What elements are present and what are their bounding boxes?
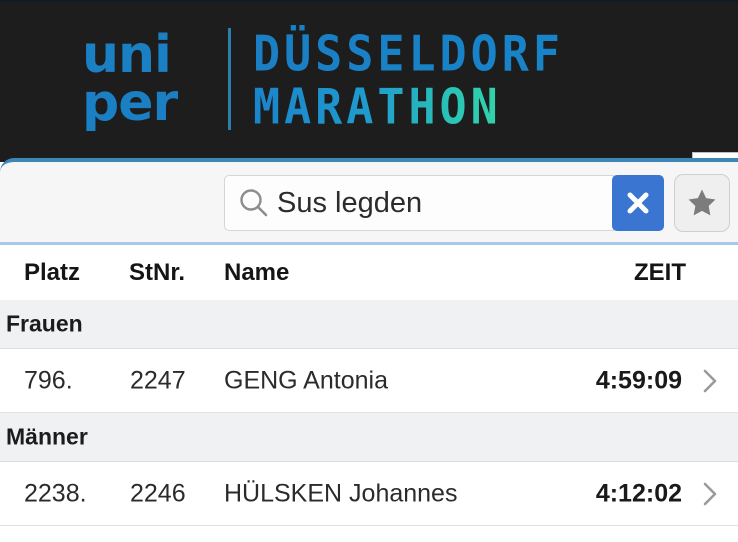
column-header-name[interactable]: Name — [224, 258, 290, 286]
table-row[interactable]: 796. 2247 GENG Antonia 4:59:09 — [0, 349, 738, 413]
column-header-zeit[interactable]: ZEIT — [634, 258, 686, 286]
search-row: Sus legden — [224, 174, 730, 232]
cell-zeit: 4:12:02 — [595, 479, 682, 507]
cell-stnr: 2246 — [130, 479, 186, 507]
search-input-value[interactable]: Sus legden — [277, 186, 423, 219]
cell-stnr: 2247 — [130, 366, 186, 394]
uniper-sponsor-logo: uni per — [82, 26, 214, 134]
cell-zeit: 4:59:09 — [595, 366, 682, 394]
group-header-maenner: Männer — [0, 413, 738, 462]
uniper-logo-line-2: per — [82, 73, 178, 133]
cell-name: HÜLSKEN Johannes — [224, 479, 458, 507]
group-header-label: Männer — [6, 423, 88, 450]
cell-platz: 796. — [24, 366, 73, 394]
event-name-title: MARATHON — [253, 78, 564, 135]
star-icon — [688, 189, 716, 216]
cell-name: GENG Antonia — [224, 366, 388, 394]
group-header-label: Frauen — [6, 310, 83, 337]
event-title-block: DÜSSELDORF MARATHON — [253, 25, 564, 135]
clear-search-button[interactable] — [612, 175, 664, 231]
logo-divider — [228, 28, 231, 130]
table-header-row: Platz StNr. Name ZEIT — [0, 245, 738, 300]
uniper-logo-line-1: uni — [82, 25, 172, 85]
cell-platz: 2238. — [24, 479, 87, 507]
favorite-button[interactable] — [674, 174, 730, 232]
event-city-title: DÜSSELDORF — [253, 25, 564, 83]
chevron-right-icon[interactable] — [698, 364, 722, 398]
group-header-frauen: Frauen — [0, 300, 738, 349]
results-table: Platz StNr. Name ZEIT Frauen 796. 2247 G… — [0, 245, 738, 526]
chevron-right-icon[interactable] — [698, 477, 722, 511]
search-icon — [237, 186, 271, 220]
search-panel-divider — [0, 242, 738, 245]
banner-top-hairline — [0, 0, 738, 2]
search-panel: Sus legden — [0, 158, 738, 242]
table-row[interactable]: 2238. 2246 HÜLSKEN Johannes 4:12:02 — [0, 462, 738, 526]
search-input-wrapper[interactable]: Sus legden — [224, 175, 614, 231]
column-header-stnr[interactable]: StNr. — [129, 258, 186, 286]
banner-logo-group: uni per DÜSSELDORF MARATHON — [82, 22, 564, 138]
event-banner: uni per DÜSSELDORF MARATHON — [0, 0, 738, 162]
close-icon — [627, 192, 649, 214]
column-header-platz[interactable]: Platz — [24, 258, 81, 286]
